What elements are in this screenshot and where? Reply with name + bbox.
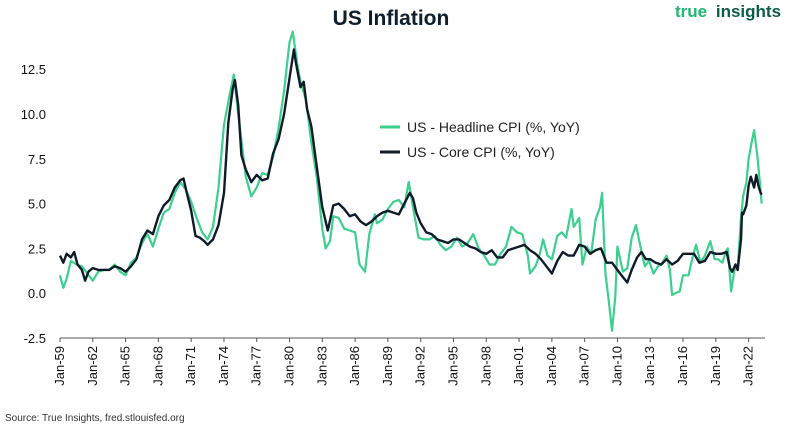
y-tick-label: 7.5 [28, 152, 46, 167]
x-tick-label: Jan-10 [609, 346, 624, 386]
x-tick-label: Jan-89 [380, 346, 395, 386]
series-layer [58, 30, 763, 332]
legend-label-headline: US - Headline CPI (%, YoY) [407, 119, 580, 135]
x-tick-label: Jan-80 [282, 346, 297, 386]
y-tick-label: 10.0 [21, 107, 46, 122]
brand-logo-true: true [675, 2, 707, 21]
headline-cpi-line [58, 30, 763, 332]
x-tick-label: Jan-07 [577, 346, 592, 386]
x-tick-label: Jan-71 [183, 346, 198, 386]
core-cpi-line [58, 48, 763, 284]
y-axis: -2.5 0.0 2.5 5.0 7.5 10.0 12.5 [21, 62, 46, 346]
x-tick-label: Jan-59 [52, 346, 67, 386]
svg-text:true insights: true insights [675, 2, 781, 21]
x-tick-label: Jan-19 [708, 346, 723, 386]
x-tick-label: Jan-77 [249, 346, 264, 386]
y-tick-label: 12.5 [21, 62, 46, 77]
x-tick-label: Jan-01 [511, 346, 526, 386]
legend-label-core: US - Core CPI (%, YoY) [407, 144, 555, 160]
x-tick-label: Jan-68 [150, 346, 165, 386]
x-tick-label: Jan-74 [216, 346, 231, 386]
source-note: Source: True Insights, fred.stlouisfed.o… [5, 413, 185, 424]
x-tick-label: Jan-13 [642, 346, 657, 386]
x-tick-label: Jan-86 [347, 346, 362, 386]
x-tick-label: Jan-65 [118, 346, 133, 386]
x-tick-label: Jan-83 [314, 346, 329, 386]
x-axis: Jan-59 Jan-62 Jan-65 Jan-68 Jan-71 Jan-74 Jan-… [52, 337, 765, 386]
chart-title: US Inflation [333, 7, 450, 30]
x-tick-label: Jan-22 [741, 346, 756, 386]
y-tick-label: 0.0 [28, 286, 46, 301]
x-tick-label: Jan-92 [413, 346, 428, 386]
brand-logo: true insights [675, 2, 781, 21]
y-tick-label: 5.0 [28, 197, 46, 212]
x-tick-label: Jan-16 [675, 346, 690, 386]
chart-legend: US - Headline CPI (%, YoY) US - Core CPI… [380, 119, 580, 160]
x-tick-label: Jan-04 [544, 346, 559, 386]
brand-logo-insights: insights [716, 2, 781, 21]
x-tick-label: Jan-95 [445, 346, 460, 386]
x-tick-label: Jan-62 [85, 346, 100, 386]
y-tick-label: 2.5 [28, 241, 46, 256]
y-tick-label: -2.5 [24, 331, 46, 346]
x-tick-label: Jan-98 [478, 346, 493, 386]
